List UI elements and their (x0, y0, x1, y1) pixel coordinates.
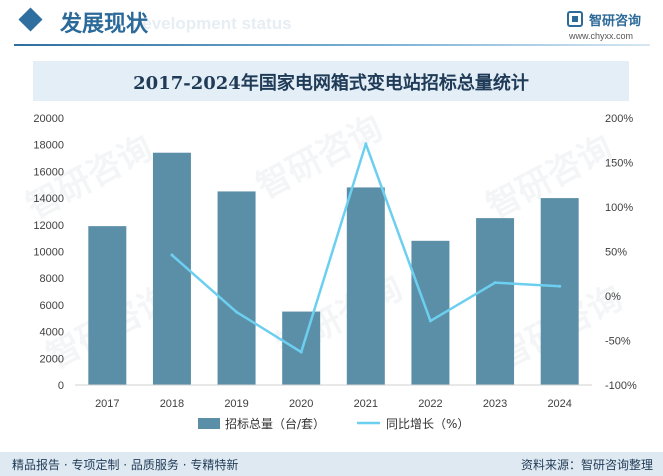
logo-url: www.chyxx.com (569, 31, 634, 41)
y-right-tick-label: 200% (605, 113, 633, 125)
y-left-tick-label: 0 (58, 380, 64, 392)
chart-title: 2017-2024年国家电网箱式变电站招标总量统计 (133, 73, 529, 94)
y-right-tick-label: 150% (605, 158, 633, 170)
header: Development status 发展现状 智研咨询 www.chyxx.c… (0, 0, 663, 48)
chart-area: 0 2000 4000 6000 8000 10000 12000 14000 16000 180… (33, 113, 637, 431)
x-tick-label: 2018 (160, 398, 184, 410)
y-left-tick-label: 12000 (33, 220, 64, 232)
logo-name: 智研咨询 (589, 14, 642, 29)
logo-icon (567, 11, 583, 27)
growth-point (428, 319, 432, 323)
x-tick-label: 2017 (95, 398, 119, 410)
y-left-tick-label: 8000 (40, 273, 64, 285)
growth-point (493, 281, 497, 285)
bar (88, 226, 127, 385)
y-right-tick-label: 100% (605, 202, 633, 214)
y-right-tick-label: 50% (605, 247, 627, 259)
growth-point (235, 310, 239, 314)
y-right-tick-label: 0% (605, 291, 621, 303)
y-left-tick-label: 18000 (33, 140, 64, 152)
x-tick-label: 2019 (224, 398, 248, 410)
chart-title-band: 2017-2024年国家电网箱式变电站招标总量统计 (33, 61, 629, 101)
growth-point (364, 142, 368, 146)
footer: 精品报告 · 专项定制 · 品质服务 · 专精特新 资料来源：智研咨询整理 (0, 452, 663, 476)
section-title: 发展现状 (60, 12, 149, 37)
y-left-tick-label: 2000 (40, 353, 64, 365)
y-left-tick-label: 20000 (33, 113, 64, 125)
x-tick-label: 2020 (289, 398, 313, 410)
y-right-tick-label: -50% (605, 336, 631, 348)
legend-swatch-bar (198, 418, 220, 429)
bar (476, 218, 515, 385)
legend-label: 同比增长（%） (386, 417, 469, 431)
bar (217, 191, 256, 385)
growth-point (170, 253, 174, 257)
y-left-tick-label: 4000 (40, 327, 64, 339)
y-left-tick-label: 14000 (33, 193, 64, 205)
brand-logo: 智研咨询 www.chyxx.com (567, 9, 657, 45)
x-tick-label: 2022 (418, 398, 442, 410)
y-right-tick-label: -100% (605, 380, 637, 392)
x-tick-label: 2021 (354, 398, 378, 410)
source-note: 资料来源：智研咨询整理 (520, 458, 653, 472)
y-left-tick-label: 16000 (33, 166, 64, 178)
bar (346, 187, 385, 385)
section-title-en: Development status (130, 14, 292, 33)
bar (152, 152, 191, 385)
growth-point (299, 350, 303, 354)
legend-label: 招标总量（台/套） (225, 416, 325, 431)
y-left-tick-label: 10000 (33, 247, 64, 259)
header-divider (14, 44, 650, 46)
footer-tagline: 精品报告 · 专项定制 · 品质服务 · 专精特新 (12, 458, 239, 472)
x-tick-label: 2024 (547, 398, 571, 410)
growth-point (558, 284, 562, 288)
x-tick-label: 2023 (483, 398, 507, 410)
bar (540, 198, 579, 385)
y-left-tick-label: 6000 (40, 300, 64, 312)
